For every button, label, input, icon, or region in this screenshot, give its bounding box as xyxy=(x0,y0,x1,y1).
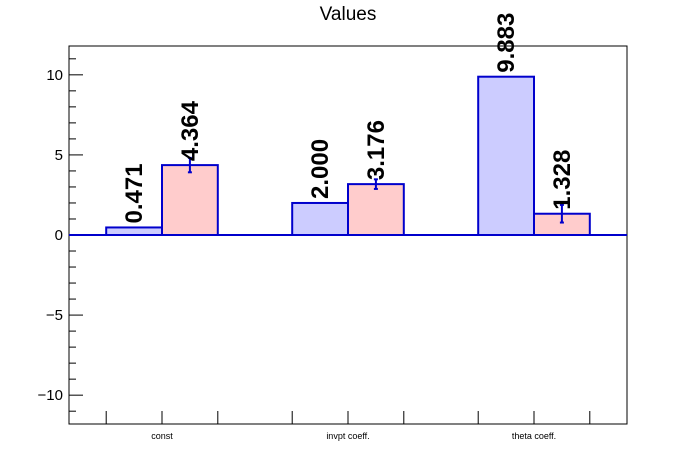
data-label: 2.000 xyxy=(307,139,334,199)
data-label: 1.328 xyxy=(549,150,576,210)
x-tick-label: invpt coeff. xyxy=(326,431,369,441)
y-tick-label: 10 xyxy=(46,67,63,84)
y-tick-label: −10 xyxy=(38,387,63,404)
data-label: 3.176 xyxy=(363,120,390,180)
data-label: 0.471 xyxy=(121,163,148,223)
y-tick-label: 5 xyxy=(55,147,63,164)
data-label: 4.364 xyxy=(177,100,204,161)
x-tick-label: const xyxy=(151,431,173,441)
y-tick-label: 0 xyxy=(55,227,63,244)
bar xyxy=(477,75,536,236)
bar xyxy=(291,201,350,236)
x-tick-label: theta coeff. xyxy=(512,431,556,441)
y-tick-label: −5 xyxy=(46,307,63,324)
bar xyxy=(105,226,163,237)
bar xyxy=(161,164,219,236)
data-label: 9.883 xyxy=(493,13,520,73)
bar xyxy=(347,183,405,237)
chart-title: Values xyxy=(319,4,377,25)
